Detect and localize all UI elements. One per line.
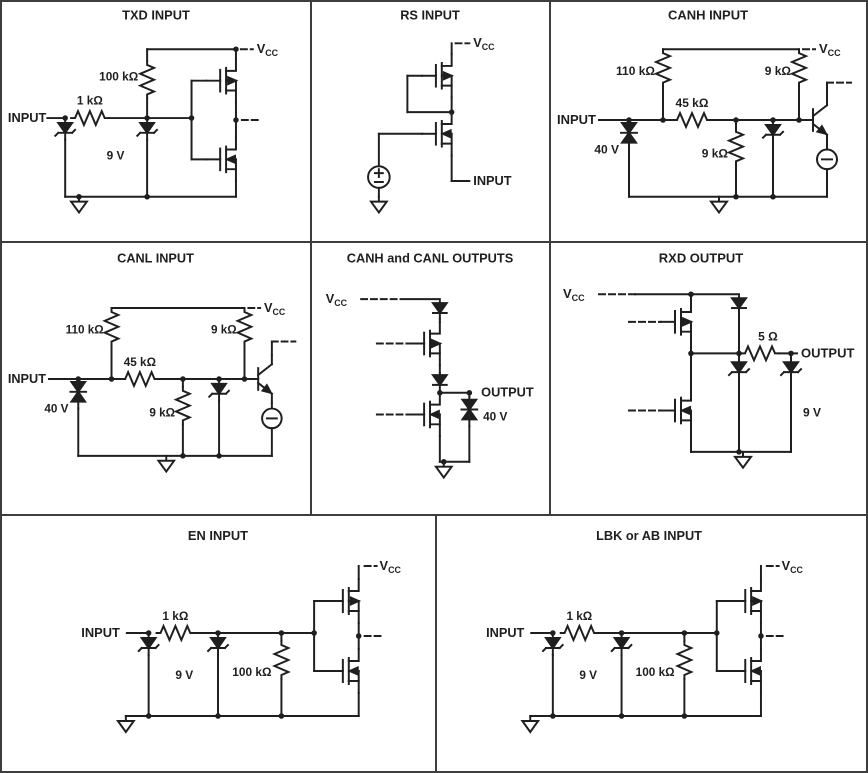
txd-vcc-label: VCC [257, 41, 279, 58]
canh-vcc-label: VCC [819, 41, 841, 58]
outputs-output-label: OUTPUT [481, 385, 534, 400]
canh-r9k-mid-label: 9 kΩ [702, 146, 729, 160]
pmos-icon [421, 53, 453, 99]
nmos-icon [660, 387, 692, 434]
lbk-zener-label: 9 V [579, 668, 597, 682]
txd-r-series-label: 1 kΩ [77, 93, 103, 107]
voltage-source-icon [367, 165, 391, 189]
rxd-output-label: OUTPUT [801, 345, 855, 360]
canl-zener-label: 40 V [44, 402, 68, 415]
zener-9v-1 [728, 356, 750, 380]
canl-title: CANL INPUT [117, 251, 194, 266]
lbk-r-pulldown-label: 100 kΩ [636, 665, 675, 679]
en-wires [118, 566, 383, 732]
canh-title: CANH INPUT [668, 8, 748, 23]
rxd-circuit: RXD OUTPUT [563, 251, 855, 469]
lbk-input-label: INPUT [486, 625, 524, 640]
rs-wires [367, 42, 471, 214]
lbk-wires [522, 566, 784, 732]
nmos-icon [205, 136, 237, 182]
rs-circuit: RS INPUT [367, 8, 512, 214]
txd-input-label: INPUT [8, 110, 47, 125]
canl-r9k-mid-label: 9 kΩ [149, 406, 175, 419]
txd-r-pullup-label: 100 kΩ [99, 70, 138, 84]
outputs-circuit: CANH and CANL OUTPUTS [326, 251, 534, 479]
canl-circuit: CANL INPUT INPUT 110 kΩ 9 kΩ 45 kΩ 9 kΩ … [8, 251, 310, 514]
txd-title: TXD INPUT [122, 8, 190, 23]
lbk-title: LBK or AB INPUT [596, 528, 702, 543]
diode-top [431, 300, 448, 320]
row-1: TXD INPUT [2, 2, 866, 243]
rxd-title: RXD OUTPUT [659, 251, 744, 266]
pmos-icon [205, 58, 237, 104]
canl-r110k-label: 110 kΩ [66, 324, 104, 337]
canl-r45k-label: 45 kΩ [124, 356, 156, 369]
en-r-pulldown-label: 100 kΩ [232, 665, 272, 679]
en-zener-label: 9 V [175, 668, 193, 682]
canl-input-label: INPUT [8, 371, 46, 386]
row-2: CANL INPUT INPUT 110 kΩ 9 kΩ 45 kΩ 9 kΩ … [2, 243, 866, 516]
resistor-1k [70, 110, 110, 126]
en-input-label: INPUT [81, 625, 120, 640]
panel-canl-input: CANL INPUT INPUT 110 kΩ 9 kΩ 45 kΩ 9 kΩ … [2, 243, 312, 514]
pmos-icon [660, 299, 692, 345]
nmos-icon [421, 111, 453, 157]
resistor-5ohm [740, 345, 780, 362]
canl-vcc-label: VCC [264, 300, 286, 317]
lbk-r-series-label: 1 kΩ [566, 609, 592, 623]
canh-circuit: CANH INPUT INPUT 110 kΩ 9 kΩ 45 kΩ 9 kΩ … [557, 8, 866, 241]
outputs-vcc-label: VCC [326, 291, 348, 308]
resistor-100k [140, 61, 154, 98]
en-r-series-label: 1 kΩ [162, 609, 188, 623]
canh-input-label: INPUT [557, 112, 596, 127]
zener-9v-2 [136, 117, 158, 141]
rxd-zener-label: 9 V [803, 406, 821, 420]
pmos-icon [409, 320, 441, 367]
lbk-circuit: LBK or AB INPUT INPUT 1 kΩ 9 V 100 kΩ VC… [486, 528, 804, 771]
outputs-title: CANH and CANL OUTPUTS [347, 251, 514, 266]
zener-9v-1 [54, 117, 77, 141]
panel-lbk-input: LBK or AB INPUT INPUT 1 kΩ 9 V 100 kΩ VC… [437, 516, 866, 771]
outputs-wires [360, 298, 479, 479]
diode-top [731, 295, 747, 315]
panel-en-input: EN INPUT INPUT 1 kΩ 9 V 100 kΩ VCC [2, 516, 437, 771]
rs-title: RS INPUT [400, 8, 460, 23]
lbk-vcc-label: VCC [782, 558, 804, 575]
en-vcc-label: VCC [380, 558, 402, 575]
txd-circuit: TXD INPUT [8, 8, 279, 214]
panel-canh-input: CANH INPUT INPUT 110 kΩ 9 kΩ 45 kΩ 9 kΩ … [551, 2, 866, 241]
panel-can-outputs: CANH and CANL OUTPUTS [312, 243, 551, 514]
rxd-vcc-label: VCC [563, 286, 585, 303]
zener-9v-2 [780, 356, 802, 380]
en-title: EN INPUT [188, 528, 248, 543]
rs-input-label: INPUT [473, 173, 511, 188]
canh-r9k-top-label: 9 kΩ [765, 64, 792, 78]
diode-mid [431, 372, 448, 392]
canh-r110k-label: 110 kΩ [616, 64, 655, 78]
ground-icon [734, 450, 752, 469]
canh-r45k-label: 45 kΩ [676, 96, 709, 110]
rxd-wires [598, 290, 802, 469]
outputs-zener-label: 40 V [483, 409, 507, 423]
nmos-icon [409, 391, 441, 438]
panel-rxd-output: RXD OUTPUT [551, 243, 866, 514]
txd-zener-label: 9 V [107, 148, 125, 162]
row-3: EN INPUT INPUT 1 kΩ 9 V 100 kΩ VCC LBK o… [2, 516, 866, 771]
rs-vcc-label: VCC [473, 35, 495, 52]
panel-txd-input: TXD INPUT [2, 2, 312, 241]
dual-zener-40v [460, 395, 479, 428]
en-circuit: EN INPUT INPUT 1 kΩ 9 V 100 kΩ VCC [81, 528, 402, 771]
txd-wires [46, 45, 259, 214]
canl-r9k-top-label: 9 kΩ [211, 324, 237, 337]
canh-zener-label: 40 V [594, 143, 619, 157]
rxd-r-series-label: 5 Ω [758, 330, 778, 344]
ground-icon [370, 195, 388, 214]
panel-rs-input: RS INPUT [312, 2, 551, 241]
